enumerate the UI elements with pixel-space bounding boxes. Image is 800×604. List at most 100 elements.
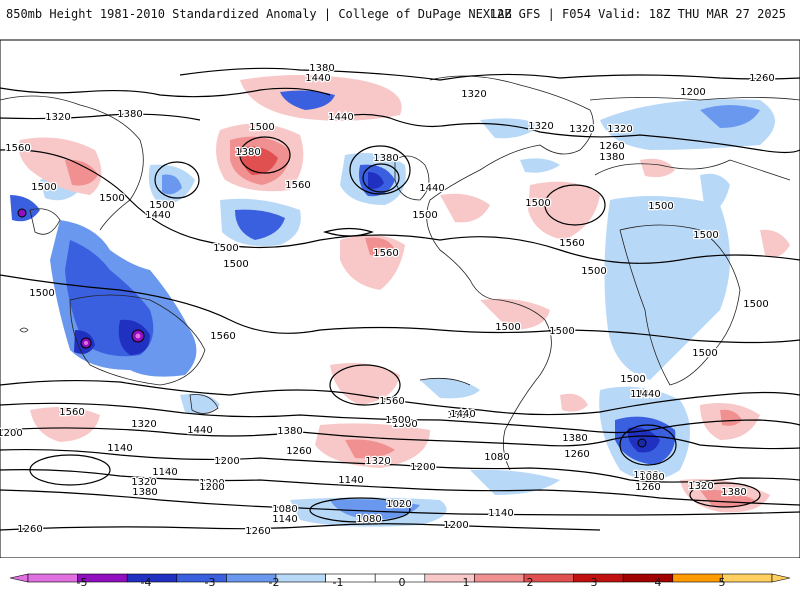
coastlines <box>0 75 800 471</box>
contour-label: 1260 <box>749 73 774 84</box>
contour-label: 1500 <box>29 288 54 299</box>
contour-label: 1560 <box>5 143 30 154</box>
colorbar-swatch <box>27 573 78 583</box>
colorbar-tick-label: -2 <box>268 576 280 589</box>
contour-label: 1440 <box>630 389 655 400</box>
contour-label: 1200 <box>410 462 435 473</box>
height-contours <box>0 67 800 531</box>
contour-label: 1500 <box>549 326 574 337</box>
contour-label: 1380 <box>132 487 157 498</box>
contour-label: 1560 <box>285 180 310 191</box>
contour-label: 1500 <box>495 322 520 333</box>
contour-label: 1380 <box>721 487 746 498</box>
model-valid-time: 12Z GFS | F054 Valid: 18Z THU MAR 27 202… <box>489 7 786 21</box>
contour-label: 1380 <box>117 109 142 120</box>
contour-label: 1500 <box>392 419 417 430</box>
contour-label: 1380 <box>562 433 587 444</box>
colorbar-tick-label: 5 <box>718 576 726 589</box>
contour-label: 1260 <box>17 524 42 535</box>
contour-label: 1560 <box>59 407 84 418</box>
contour-label: 1500 <box>525 198 550 209</box>
contour-label: 1440 <box>419 183 444 194</box>
contour-label: 1320 <box>45 112 70 123</box>
contour-label: 1500 <box>648 201 673 212</box>
contour-label: 1440 <box>450 409 475 420</box>
contour-label: 1500 <box>620 374 645 385</box>
contour-label: 1500 <box>581 266 606 277</box>
colorbar-swatch <box>622 573 674 583</box>
contour-label: 1440 <box>635 389 660 400</box>
contour-label: 1380 <box>373 153 398 164</box>
colorbar-swatch <box>275 573 326 583</box>
contour-label: 1500 <box>743 299 768 310</box>
contour-label: 1140 <box>151 466 176 477</box>
contour-label: 1320 <box>365 456 390 467</box>
colorbar-swatch <box>474 573 525 583</box>
contour-label: 1380 <box>309 63 334 74</box>
contour-label: 1560 <box>210 331 235 342</box>
contour-label: 1200 <box>199 482 224 493</box>
contour-label: 1500 <box>213 243 238 254</box>
contour-label: 1500 <box>249 122 274 133</box>
contour-label: 1500 <box>99 193 124 204</box>
contour-label: 1260 <box>245 526 270 537</box>
contour-label: 1440 <box>328 112 353 123</box>
colorbar-tick-label: 0 <box>398 576 406 589</box>
colorbar-svg <box>9 573 791 583</box>
contour-label: 1080 <box>272 504 297 515</box>
contour-label: 1320 <box>131 419 156 430</box>
contour-label: 1080 <box>639 472 664 483</box>
colorbar-tick-label: 1 <box>462 576 470 589</box>
contour-label: 1080 <box>484 452 509 463</box>
contour-label: 1500 <box>620 373 645 384</box>
contour-label: 1260 <box>635 482 660 493</box>
contour-label: 1320 <box>607 124 632 135</box>
colorbar-tick-label: -3 <box>204 576 216 589</box>
contour-label: 1320 <box>569 124 594 135</box>
colorbar-tick-label: 3 <box>590 576 598 589</box>
contour-label: 1200 <box>199 478 224 489</box>
contour-label: 1380 <box>277 426 302 437</box>
contour-label: 1500 <box>223 259 248 270</box>
contour-label: 1200 <box>214 456 239 467</box>
low-pressure-markers <box>17 208 647 448</box>
contour-label: 1140 <box>152 467 177 478</box>
contour-label: 1200 <box>680 87 705 98</box>
colorbar-swatch <box>126 573 178 583</box>
colorbar-tick-label: -1 <box>332 576 344 589</box>
positive-anomaly-shading <box>18 75 790 513</box>
chart-header: 850mb Height 1981-2010 Standardized Anom… <box>0 0 800 34</box>
colorbar-tick-label: 4 <box>654 576 662 589</box>
contour-label: 1440 <box>305 73 330 84</box>
contour-label: 1320 <box>131 477 156 488</box>
colorbar-swatch <box>672 573 723 583</box>
colorbar-tick-label: -4 <box>140 576 152 589</box>
contour-label: 1440 <box>145 210 170 221</box>
contour-label: 1500 <box>385 415 410 426</box>
contour-label: 1260 <box>286 446 311 457</box>
contour-label: 1140 <box>488 508 513 519</box>
colorbar-max-arrow <box>771 573 791 583</box>
colorbar <box>0 572 800 600</box>
contour-label: 1560 <box>379 396 404 407</box>
contour-label: 1200 <box>0 428 23 439</box>
contour-label: 1500 <box>412 210 437 221</box>
contour-label: 1380 <box>235 147 260 158</box>
colorbar-swatch <box>176 573 227 583</box>
contour-label: 1500 <box>149 200 174 211</box>
contour-label: 1260 <box>599 141 624 152</box>
colorbar-tick-label: -5 <box>76 576 88 589</box>
contour-label: 1020 <box>386 499 411 510</box>
colorbar-swatch <box>722 573 773 583</box>
contour-label: 1500 <box>31 182 56 193</box>
negative-anomaly-shading <box>10 99 775 527</box>
contour-label: 1320 <box>528 121 553 132</box>
contour-label: 1320 <box>461 89 486 100</box>
contour-label: 1500 <box>447 410 472 421</box>
contour-label: 1200 <box>633 470 658 481</box>
colorbar-swatch <box>573 573 624 583</box>
contour-label: 1560 <box>559 238 584 249</box>
contour-label: 1440 <box>187 425 212 436</box>
